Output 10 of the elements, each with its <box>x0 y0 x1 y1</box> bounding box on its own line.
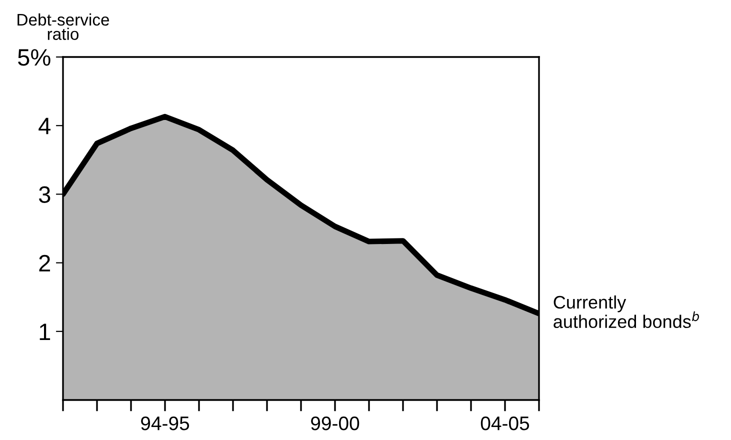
text: Currently authorized bonds$^{b}$ <box>554 295 700 328</box>
y-tick-label: 4 <box>38 118 51 134</box>
y-tick-label: 3 <box>38 186 50 203</box>
y-tick-label: 2 <box>39 254 50 272</box>
x-tick-label: 94-95 <box>141 416 190 430</box>
x-tick-label: 99-00 <box>311 416 360 430</box>
x-tick-label: 04-05 <box>480 416 530 430</box>
y-tick-label: 5% <box>18 49 50 66</box>
y-axis-title: Debt-service ratio <box>18 13 110 40</box>
y-tick-label: 1 <box>40 324 50 340</box>
